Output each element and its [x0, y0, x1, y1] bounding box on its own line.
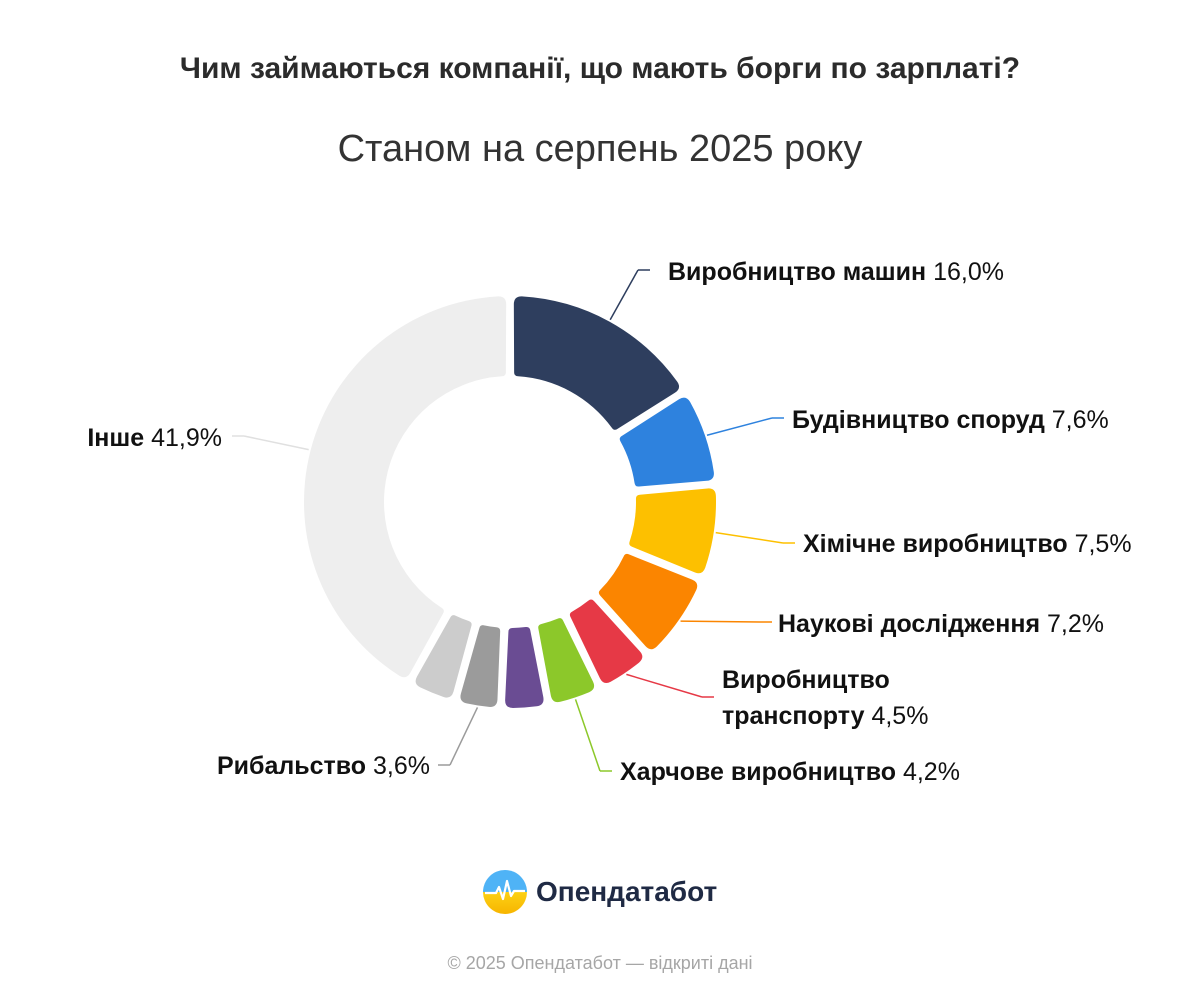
slice-label-value: 7,2%: [1040, 610, 1104, 638]
slice-label: транспорту 4,5%: [722, 702, 928, 730]
slice-label-name: транспорту: [722, 702, 865, 730]
pie-slice: [569, 599, 643, 684]
slice-label: Наукові дослідження 7,2%: [778, 610, 1104, 638]
pie-slice: [598, 553, 698, 650]
slice-label-name: Наукові дослідження: [778, 610, 1040, 638]
logo: Опендатабот: [482, 868, 717, 916]
leader-line: [574, 699, 601, 772]
slice-label-value: 41,9%: [144, 424, 222, 452]
slice-label-name: Харчове виробництво: [620, 758, 896, 786]
slice-label-name: Виробництво машин: [668, 258, 926, 286]
slice-label-value: 4,5%: [865, 702, 929, 730]
leader-line: [609, 269, 639, 321]
slice-label-value: 7,5%: [1068, 530, 1132, 558]
slice-label-name: Будівництво споруд: [792, 406, 1045, 434]
slice-label: Рибальство 3,6%: [217, 752, 430, 780]
pie-slice: [460, 625, 501, 707]
opendatabot-logo-icon: [483, 870, 527, 914]
slice-label-value: 4,2%: [896, 758, 960, 786]
leader-line: [626, 673, 703, 698]
logo-text: Опендатабот: [536, 876, 718, 907]
pie-slice: [619, 397, 714, 487]
pie-slice: [304, 296, 507, 678]
slice-label: Виробництво машин 16,0%: [668, 258, 1004, 286]
chart-title: Чим займаються компанії, що мають борги …: [179, 52, 1021, 85]
pie-slice: [513, 296, 680, 430]
slice-label: Хімічне виробництво 7,5%: [803, 530, 1132, 558]
slice-label: Інше 41,9%: [87, 424, 222, 452]
slice-label: Харчове виробництво 4,2%: [620, 758, 960, 786]
slice-label-name: Виробництво: [722, 666, 890, 694]
slice-label-name: Рибальство: [217, 752, 366, 780]
pie-slice: [415, 615, 472, 698]
leader-line: [706, 417, 773, 436]
slice-label-value: 7,6%: [1045, 406, 1109, 434]
leader-line: [243, 435, 309, 451]
pie-slice: [538, 618, 595, 703]
slice-label-value: 3,6%: [366, 752, 430, 780]
pie-slice: [629, 488, 717, 574]
pie-slice: [505, 626, 544, 708]
slice-label: Будівництво споруд 7,6%: [792, 406, 1109, 434]
chart-subtitle: Станом на серпень 2025 року: [337, 128, 863, 170]
leader-line: [715, 531, 784, 544]
leader-line: [680, 620, 761, 623]
slice-label-name: Хімічне виробництво: [803, 530, 1068, 558]
slice-label-name: Інше: [87, 424, 144, 452]
footer-copyright: © 2025 Опендатабот — відкриті дані: [447, 953, 753, 973]
leader-line: [449, 707, 479, 766]
slice-label-value: 16,0%: [926, 258, 1004, 286]
slice-label: Виробництво: [722, 666, 890, 694]
